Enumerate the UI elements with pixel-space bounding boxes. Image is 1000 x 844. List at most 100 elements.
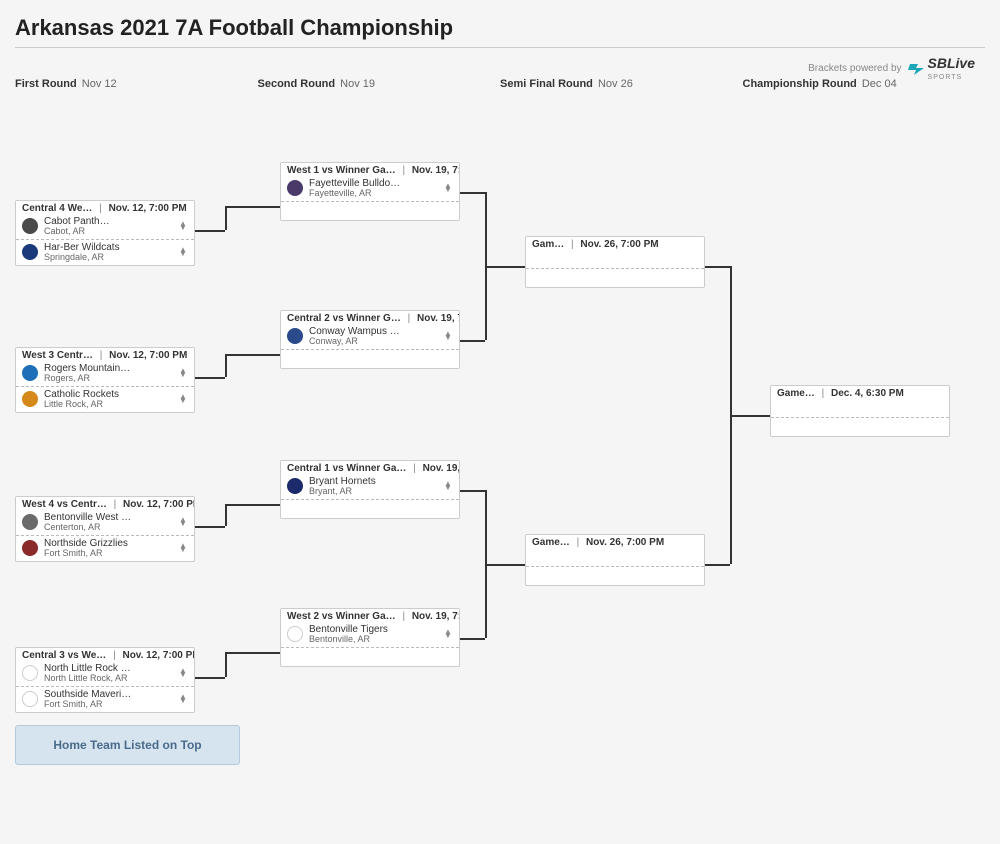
- team-name: Catholic Rockets: [44, 389, 172, 400]
- team-row-empty: [281, 500, 459, 518]
- bracket-connector: [225, 206, 280, 208]
- team-row[interactable]: Bentonville West … Centerton, AR ▲▼: [16, 510, 194, 536]
- team-info: Conway Wampus … Conway, AR: [309, 326, 437, 347]
- team-location: Fort Smith, AR: [44, 700, 172, 710]
- team-logo: [22, 365, 38, 381]
- match-time: Nov. 19, 7:00 PM: [412, 611, 459, 622]
- match-header: Central 1 vs Winner Ga… | Nov. 19, 7:00 …: [281, 461, 459, 474]
- score-stepper[interactable]: ▲▼: [443, 482, 453, 492]
- team-name: Fayetteville Bulldo…: [309, 178, 437, 189]
- bracket-connector: [485, 266, 525, 268]
- score-stepper[interactable]: ▲▼: [178, 669, 188, 679]
- team-row[interactable]: North Little Rock … North Little Rock, A…: [16, 661, 194, 687]
- powered-by-label: Brackets powered by: [808, 63, 901, 74]
- team-row[interactable]: Rogers Mountain… Rogers, AR ▲▼: [16, 361, 194, 387]
- round-name: Second Round: [258, 78, 336, 90]
- score-stepper[interactable]: ▲▼: [178, 222, 188, 232]
- score-stepper[interactable]: ▲▼: [178, 248, 188, 258]
- team-location: Conway, AR: [309, 337, 437, 347]
- bracket-connector: [730, 415, 770, 417]
- logo-text: SBLive: [928, 55, 975, 71]
- match-time: Nov. 19, 7:00 PM: [423, 463, 459, 474]
- match-box[interactable]: West 4 vs Centr… | Nov. 12, 7:00 PM Bent…: [15, 496, 195, 562]
- match-header: Central 4 We… | Nov. 12, 7:00 PM: [16, 201, 194, 214]
- team-logo: [287, 328, 303, 344]
- match-box[interactable]: Central 2 vs Winner G… | Nov. 19, 7:00 P…: [280, 310, 460, 369]
- team-name: Conway Wampus …: [309, 326, 437, 337]
- logo-subtext: SPORTS: [928, 74, 963, 81]
- bracket-connector: [195, 677, 225, 679]
- team-logo: [22, 691, 38, 707]
- team-row[interactable]: Fayetteville Bulldo… Fayetteville, AR ▲▼: [281, 176, 459, 202]
- team-logo: [22, 665, 38, 681]
- match-time: Dec. 4, 6:30 PM: [831, 388, 904, 399]
- score-stepper[interactable]: ▲▼: [178, 369, 188, 379]
- bracket-connector: [225, 652, 227, 677]
- team-logo: [287, 626, 303, 642]
- match-box[interactable]: West 2 vs Winner Ga… | Nov. 19, 7:00 PM …: [280, 608, 460, 667]
- team-logo: [22, 218, 38, 234]
- match-box[interactable]: Central 4 We… | Nov. 12, 7:00 PM Cabot P…: [15, 200, 195, 266]
- team-logo: [22, 514, 38, 530]
- team-row[interactable]: Bentonville Tigers Bentonville, AR ▲▼: [281, 622, 459, 648]
- team-location: Bryant, AR: [309, 487, 437, 497]
- bracket-connector: [705, 564, 730, 566]
- team-row[interactable]: Har-Ber Wildcats Springdale, AR ▲▼: [16, 240, 194, 265]
- team-name: Bentonville Tigers: [309, 624, 437, 635]
- team-row-empty: [771, 418, 949, 436]
- match-box[interactable]: West 3 Centr… | Nov. 12, 7:00 PM Rogers …: [15, 347, 195, 413]
- team-row[interactable]: Southside Maveri… Fort Smith, AR ▲▼: [16, 687, 194, 712]
- team-row[interactable]: Bryant Hornets Bryant, AR ▲▼: [281, 474, 459, 500]
- match-header: West 1 vs Winner Ga… | Nov. 19, 7:00 PM: [281, 163, 459, 176]
- team-name: Cabot Panth…: [44, 216, 172, 227]
- match-box[interactable]: Central 1 vs Winner Ga… | Nov. 19, 7:00 …: [280, 460, 460, 519]
- bracket-container: Central 4 We… | Nov. 12, 7:00 PM Cabot P…: [15, 150, 985, 730]
- match-box[interactable]: West 1 vs Winner Ga… | Nov. 19, 7:00 PM …: [280, 162, 460, 221]
- match-header: Central 2 vs Winner G… | Nov. 19, 7:00 P…: [281, 311, 459, 324]
- sblive-logo[interactable]: SBLive SPORTS: [908, 55, 975, 82]
- team-row[interactable]: Conway Wampus … Conway, AR ▲▼: [281, 324, 459, 350]
- score-stepper[interactable]: ▲▼: [443, 332, 453, 342]
- team-info: Bentonville Tigers Bentonville, AR: [309, 624, 437, 645]
- score-stepper[interactable]: ▲▼: [178, 518, 188, 528]
- round-name: Semi Final Round: [500, 78, 593, 90]
- bracket-connector: [225, 504, 280, 506]
- match-box[interactable]: Game… | Dec. 4, 6:30 PM: [770, 385, 950, 437]
- team-name: Har-Ber Wildcats: [44, 242, 172, 253]
- team-location: Springdale, AR: [44, 253, 172, 263]
- score-stepper[interactable]: ▲▼: [443, 184, 453, 194]
- score-stepper[interactable]: ▲▼: [178, 695, 188, 705]
- round-header-2: Second Round Nov 19: [258, 78, 501, 90]
- team-name: Northside Grizzlies: [44, 538, 172, 549]
- match-header: Central 3 vs We… | Nov. 12, 7:00 PM: [16, 648, 194, 661]
- team-row-empty: [526, 567, 704, 585]
- match-box[interactable]: Central 3 vs We… | Nov. 12, 7:00 PM Nort…: [15, 647, 195, 713]
- match-label: Central 1 vs Winner Ga…: [287, 463, 406, 474]
- bracket-connector: [225, 354, 227, 377]
- match-time: Nov. 19, 7:00 PM: [417, 313, 459, 324]
- team-row[interactable]: Cabot Panth… Cabot, AR ▲▼: [16, 214, 194, 240]
- team-location: Fayetteville, AR: [309, 189, 437, 199]
- team-info: Southside Maveri… Fort Smith, AR: [44, 689, 172, 710]
- team-row[interactable]: Northside Grizzlies Fort Smith, AR ▲▼: [16, 536, 194, 561]
- team-info: North Little Rock … North Little Rock, A…: [44, 663, 172, 684]
- team-info: Rogers Mountain… Rogers, AR: [44, 363, 172, 384]
- match-time: Nov. 12, 7:00 PM: [123, 499, 194, 510]
- bracket-connector: [225, 504, 227, 526]
- team-logo: [22, 244, 38, 260]
- match-box[interactable]: Game… | Nov. 26, 7:00 PM: [525, 534, 705, 586]
- match-time: Nov. 12, 7:00 PM: [109, 203, 187, 214]
- team-info: Har-Ber Wildcats Springdale, AR: [44, 242, 172, 263]
- team-row[interactable]: Catholic Rockets Little Rock, AR ▲▼: [16, 387, 194, 412]
- bracket-connector: [460, 192, 485, 194]
- match-label: Game…: [777, 388, 815, 399]
- team-location: Bentonville, AR: [309, 635, 437, 645]
- match-box[interactable]: Gam… | Nov. 26, 7:00 PM: [525, 236, 705, 288]
- bracket-connector: [460, 638, 485, 640]
- score-stepper[interactable]: ▲▼: [178, 544, 188, 554]
- bracket-connector: [485, 564, 525, 566]
- score-stepper[interactable]: ▲▼: [443, 630, 453, 640]
- match-label: Central 2 vs Winner G…: [287, 313, 401, 324]
- score-stepper[interactable]: ▲▼: [178, 395, 188, 405]
- bracket-connector: [225, 206, 227, 230]
